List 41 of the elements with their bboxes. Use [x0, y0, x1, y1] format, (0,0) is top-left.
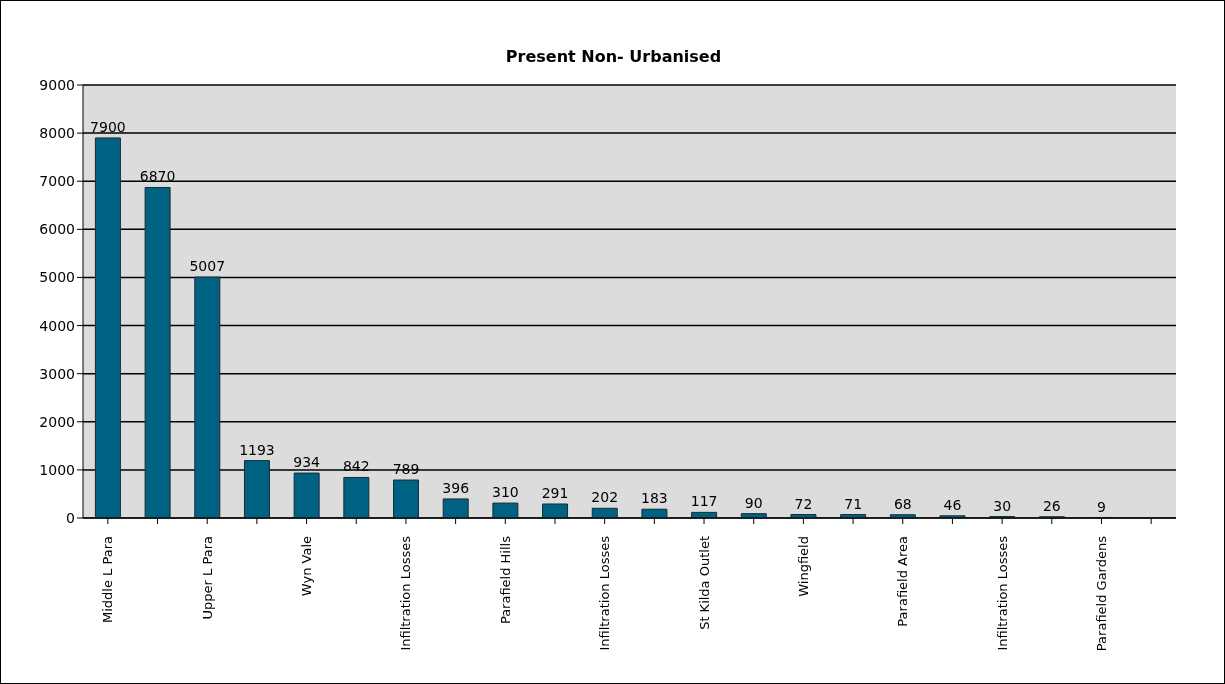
y-tick-label: 8000	[39, 125, 75, 142]
x-tick-label: Infiltration Losses	[994, 535, 1010, 651]
data-label: 291	[541, 485, 569, 501]
x-tick-label: Infiltration Losses	[597, 535, 613, 651]
y-tick-label: 9000	[39, 76, 75, 93]
data-label: 1193	[239, 441, 275, 458]
data-label: 30	[993, 497, 1012, 514]
data-label: 5007	[189, 258, 226, 275]
data-label: 72	[794, 495, 813, 512]
y-tick-label: 2000	[39, 413, 75, 430]
data-label: 46	[943, 496, 962, 513]
x-tick-label: Parafield Hills	[497, 535, 513, 625]
data-label: 183	[641, 490, 668, 507]
data-label: 71	[844, 495, 863, 512]
y-tick-label: 5000	[39, 269, 75, 286]
x-tick-label: Parafield Gardens	[1093, 535, 1109, 652]
x-tick-label: St Kilda Outlet	[696, 536, 712, 630]
x-tick-label: Parafield Area	[895, 536, 911, 627]
y-tick-label: 6000	[39, 221, 75, 238]
data-label: 202	[591, 489, 619, 506]
y-tick-label: 1000	[39, 461, 75, 478]
y-tick-label: 0	[66, 509, 75, 526]
data-label: 934	[293, 454, 321, 471]
x-tick-label: Wingfield	[795, 536, 811, 597]
data-label: 396	[442, 479, 470, 496]
data-label: 6870	[139, 168, 176, 185]
y-tick-label: 3000	[39, 365, 75, 382]
y-tick-label: 4000	[39, 317, 75, 334]
chart-title: Present Non- Urbanised	[504, 47, 723, 66]
data-label: 310	[492, 484, 519, 501]
x-tick-label: Upper L Para	[199, 536, 215, 620]
x-tick-label: Middle L Para	[100, 536, 116, 623]
y-tick-label: 7000	[39, 173, 75, 190]
data-label: 90	[744, 494, 763, 511]
data-label: 26	[1042, 497, 1061, 514]
x-tick-label: Infiltration Losses	[398, 535, 414, 651]
data-label: 117	[690, 493, 718, 510]
data-label: 9	[1097, 498, 1107, 515]
data-label: 7900	[90, 118, 126, 135]
x-tick-label: Wyn Vale	[299, 536, 315, 597]
data-label: 68	[893, 495, 912, 512]
